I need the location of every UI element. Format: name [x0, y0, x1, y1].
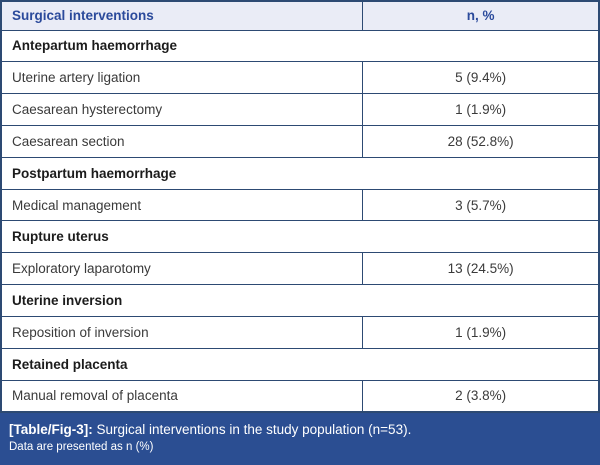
section-row: Postpartum haemorrhage: [0, 156, 600, 190]
section-row: Rupture uterus: [0, 220, 600, 254]
column-header-n-percent: n, %: [362, 0, 600, 31]
table-body: Antepartum haemorrhage Uterine artery lig…: [0, 29, 600, 413]
intervention-value: 2 (3.8%): [362, 379, 600, 413]
table-row: Exploratory laparotomy 13 (24.5%): [0, 252, 600, 286]
column-header-surgical-interventions: Surgical interventions: [0, 0, 364, 31]
table-row: Uterine artery ligation 5 (9.4%): [0, 61, 600, 95]
section-label: Antepartum haemorrhage: [0, 29, 600, 63]
intervention-value: 3 (5.7%): [362, 188, 600, 222]
section-row: Antepartum haemorrhage: [0, 29, 600, 63]
section-row: Uterine inversion: [0, 284, 600, 317]
section-label: Retained placenta: [0, 347, 600, 381]
intervention-label: Caesarean section: [0, 124, 364, 158]
surgical-interventions-table: Surgical interventions n, % Antepartum h…: [0, 0, 600, 413]
intervention-label: Medical management: [0, 188, 364, 222]
caption-note: Data are presented as n (%): [9, 441, 154, 454]
section-label: Uterine inversion: [0, 284, 600, 317]
intervention-value: 1 (1.9%): [362, 93, 600, 126]
table-row: Reposition of inversion 1 (1.9%): [0, 315, 600, 349]
intervention-value: 13 (24.5%): [362, 252, 600, 286]
table-header: Surgical interventions n, %: [0, 0, 600, 31]
intervention-label: Uterine artery ligation: [0, 61, 364, 95]
table-row: Medical management 3 (5.7%): [0, 188, 600, 222]
section-label: Postpartum haemorrhage: [0, 156, 600, 190]
table-row: Caesarean section 28 (52.8%): [0, 124, 600, 158]
intervention-label: Exploratory laparotomy: [0, 252, 364, 286]
caption-title: [Table/Fig-3]: Surgical interventions in…: [9, 422, 591, 439]
section-row: Retained placenta: [0, 347, 600, 381]
intervention-value: 5 (9.4%): [362, 61, 600, 95]
intervention-label: Reposition of inversion: [0, 315, 364, 349]
table-row: Caesarean hysterectomy 1 (1.9%): [0, 93, 600, 126]
intervention-label: Caesarean hysterectomy: [0, 93, 364, 126]
caption-text: Surgical interventions in the study popu…: [92, 422, 412, 438]
table-row: Manual removal of placenta 2 (3.8%): [0, 379, 600, 413]
caption-tag: [Table/Fig-3]:: [9, 422, 93, 438]
intervention-value: 28 (52.8%): [362, 124, 600, 158]
intervention-label: Manual removal of placenta: [0, 379, 364, 413]
intervention-value: 1 (1.9%): [362, 315, 600, 349]
header-row: Surgical interventions n, %: [0, 0, 600, 31]
section-label: Rupture uterus: [0, 220, 600, 254]
table-caption: [Table/Fig-3]: Surgical interventions in…: [0, 413, 600, 465]
